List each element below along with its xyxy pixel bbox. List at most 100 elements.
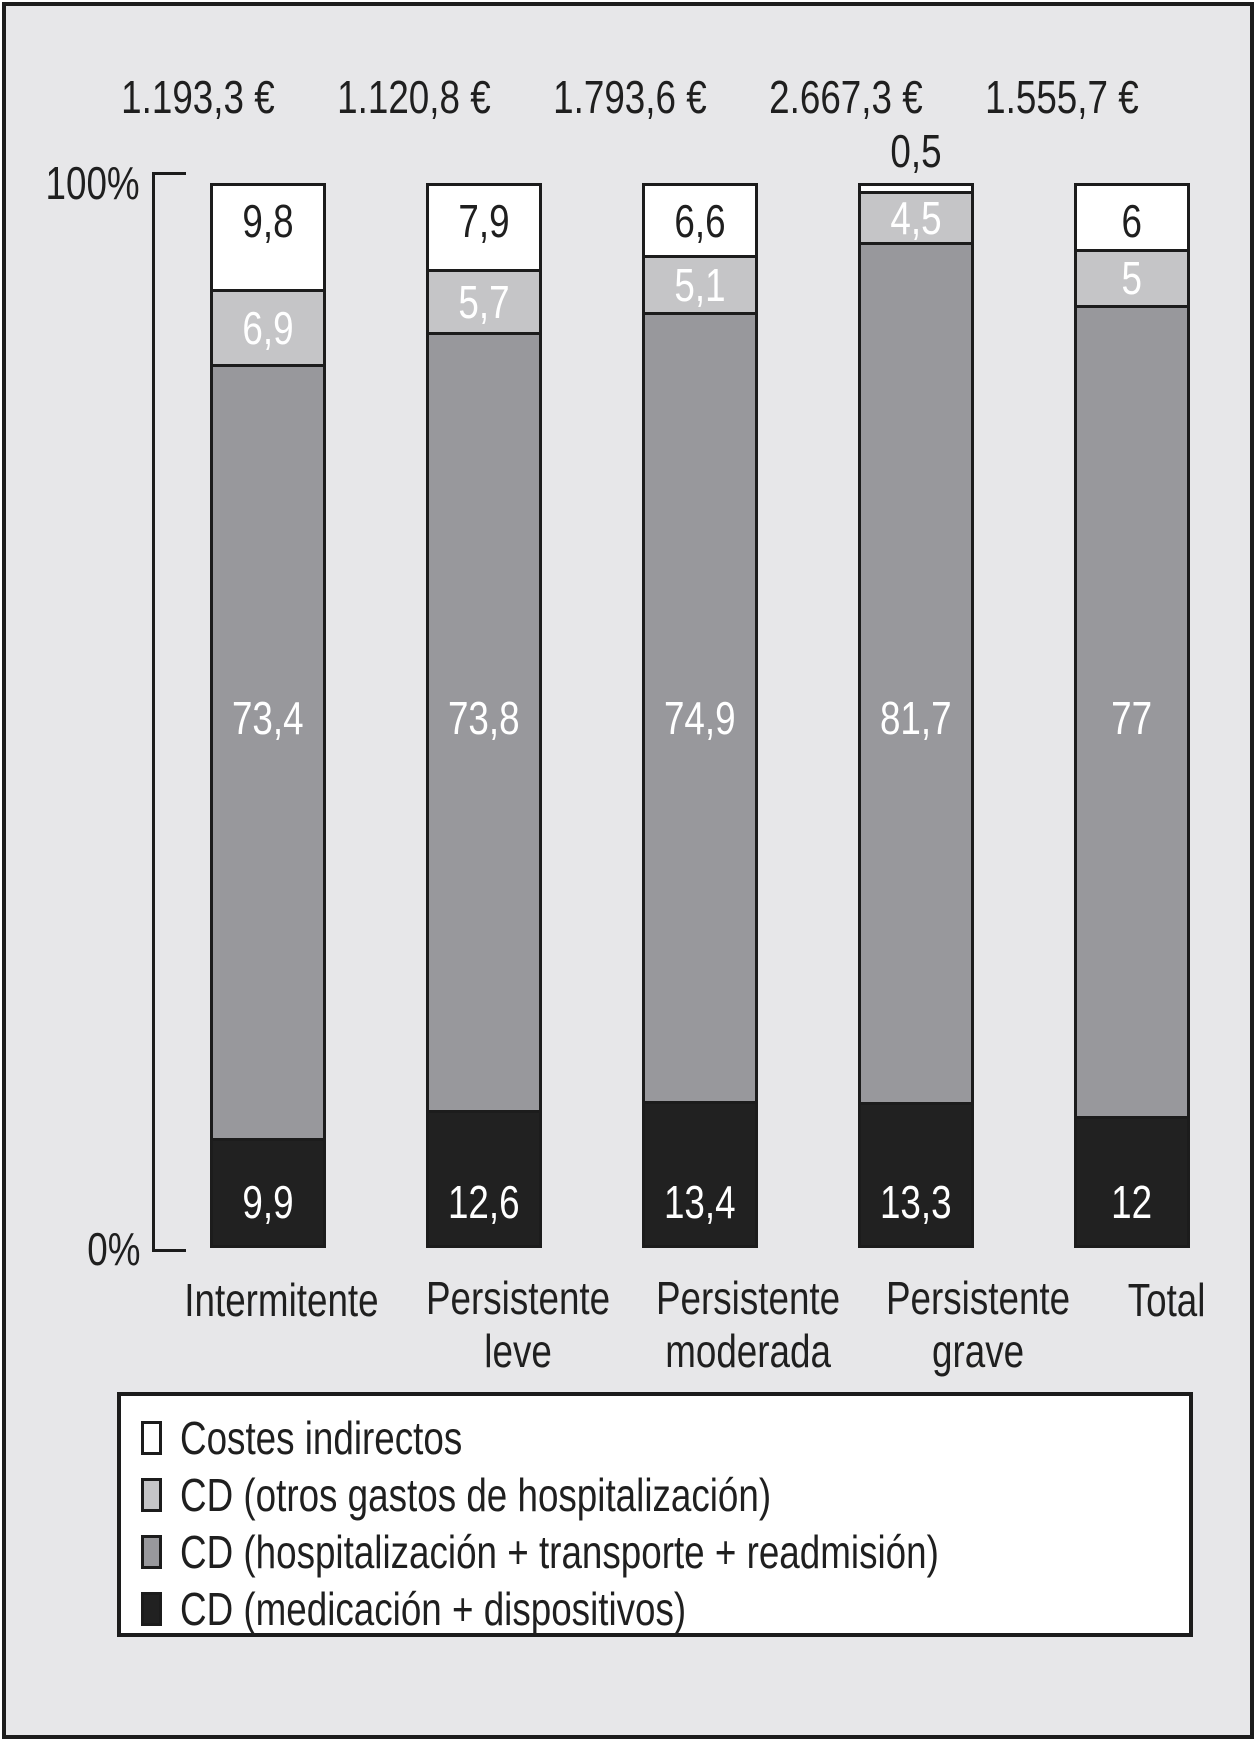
y-axis-tick-100 [152, 172, 186, 175]
segment-value-label: 5,7 [458, 275, 510, 328]
legend-item: CD (medicación + dispositivos) [141, 1580, 1189, 1637]
bar-segment [861, 1102, 971, 1245]
legend-label-text: Costes indirectos [180, 1411, 463, 1464]
total-value-label: 2.667,3 € [769, 70, 1024, 126]
category-label: Persistente leve [403, 1272, 633, 1379]
legend-label-text: CD (otros gastos de hospitalización) [180, 1468, 772, 1521]
category-label: Total [1093, 1272, 1240, 1379]
bar-segment: 9,8 [213, 186, 323, 289]
legend-swatch [141, 1477, 162, 1512]
segment-value-label: 81,7 [861, 691, 971, 745]
segment-value-label: 73,8 [429, 691, 539, 745]
bar-column: 7,9 5,7 73,8 12,6 [376, 183, 592, 1248]
y-axis-label-100: 100% [45, 157, 140, 209]
bar: 6,6 5,1 74,9 13,4 [642, 183, 758, 1248]
segment-value-label: 12 [1077, 1175, 1187, 1229]
bar-segment [861, 186, 971, 192]
category-label: Persistente grave [863, 1272, 1093, 1379]
legend-label: CD (hospitalización + transporte + readm… [180, 1525, 1129, 1579]
category-label: Intermitente [160, 1272, 403, 1379]
y-axis-label-0: 0% [86, 1223, 140, 1275]
totals-row: 1.193,3 € 1.120,8 € 1.793,6 € 2.667,3 € 1.55… [121, 70, 1240, 126]
bar-segment: 5,7 [429, 268, 539, 332]
bar: 9,8 6,9 73,4 9,9 [210, 183, 326, 1248]
segment-value-text: 13,4 [664, 1176, 736, 1228]
legend-label-text: CD (medicación + dispositivos) [180, 1582, 687, 1635]
segment-value-label: 9,9 [213, 1175, 323, 1229]
bar-column: 6 5 77 12 [1024, 183, 1240, 1248]
bar-segment: 5 [1077, 249, 1187, 305]
y-axis-line [152, 172, 155, 1252]
legend-item: CD (otros gastos de hospitalización) [141, 1466, 1189, 1523]
segment-value-label: 9,8 [242, 195, 294, 247]
category-text: Persistente leve [425, 1272, 611, 1377]
bar-segment: 7,9 [429, 186, 539, 269]
bar-segment [429, 1109, 539, 1245]
bar-segment [645, 1101, 755, 1245]
total-value-label: 1.193,3 € [121, 70, 376, 126]
segment-value-label: 4,5 [890, 191, 942, 244]
bar-segment: 6 [1077, 186, 1187, 249]
segment-value-label: 77 [1077, 691, 1187, 745]
segment-value-text: 13,3 [880, 1176, 952, 1228]
bar-segment [1077, 1116, 1187, 1245]
bar-column: 0,5 4,5 81,7 13,3 [808, 125, 1024, 1248]
segment-value-label: 6,6 [674, 195, 726, 247]
category-label: Persistente moderada [633, 1272, 863, 1379]
bar-segment [645, 311, 755, 1102]
segment-value-label: 6 [1121, 195, 1143, 247]
segment-value-text: 73,4 [232, 692, 304, 744]
legend-swatch [141, 1420, 162, 1455]
segment-value-label: 73,4 [213, 691, 323, 745]
legend-item: Costes indirectos [141, 1409, 1189, 1466]
segment-value-label: 5,1 [674, 259, 726, 312]
segment-value-label: 7,9 [458, 195, 510, 247]
legend-label: CD (otros gastos de hospitalización) [180, 1468, 919, 1522]
y-axis-tick-0 [152, 1249, 186, 1252]
legend-swatch [141, 1591, 162, 1626]
segment-value-label-outside: 0,5 [861, 124, 971, 178]
total-value-text: 1.193,3 € [121, 71, 275, 123]
segment-value-text: 12,6 [448, 1176, 520, 1228]
bar-segment [213, 364, 323, 1139]
bar: 7,9 5,7 73,8 12,6 [426, 183, 542, 1248]
legend-item: CD (hospitalización + transporte + readm… [141, 1523, 1189, 1580]
legend-label-text: CD (hospitalización + transporte + readm… [180, 1525, 939, 1578]
total-value-text: 2.667,3 € [769, 71, 923, 123]
bar-segment [1077, 304, 1187, 1116]
segment-value-text: 12 [1111, 1176, 1153, 1228]
total-value-text: 1.793,6 € [553, 71, 707, 123]
bar-segment: 6,9 [213, 288, 323, 365]
segment-value-text: 0,5 [890, 125, 942, 177]
total-value-label: 1.793,6 € [553, 70, 808, 126]
total-value-label: 1.555,7 € [985, 70, 1240, 126]
category-text: Intermitente [184, 1274, 379, 1326]
segment-value-text: 81,7 [880, 692, 952, 744]
total-value-text: 1.555,7 € [985, 71, 1139, 123]
segment-value-label: 5 [1121, 252, 1143, 305]
bar-segment [213, 1138, 323, 1246]
category-row: Intermitente Persistente leve Persistente mo… [160, 1272, 1240, 1379]
bar-column: 6,6 5,1 74,9 13,4 [592, 183, 808, 1248]
bar-segment [861, 241, 971, 1103]
bar: 6 5 77 12 [1074, 183, 1190, 1248]
category-text: Persistente grave [886, 1272, 1071, 1377]
segment-value-text: 73,8 [448, 692, 520, 744]
total-value-label: 1.120,8 € [337, 70, 592, 126]
bar-segment: 4,5 [861, 191, 971, 244]
legend-swatch [141, 1534, 162, 1569]
total-value-text: 1.120,8 € [337, 71, 491, 123]
bar-segment [429, 331, 539, 1110]
bar-chart: 9,8 6,9 73,4 9,9 7,9 5,7 73,8 12,6 6,6 5,1 74,9 13,… [160, 125, 1240, 1248]
category-text: Total [1127, 1274, 1206, 1326]
segment-value-label: 6,9 [242, 302, 294, 355]
bar-segment: 6,6 [645, 186, 755, 256]
legend: Costes indirectos CD (otros gastos de hos… [117, 1392, 1193, 1637]
segment-value-label: 74,9 [645, 691, 755, 745]
segment-value-text: 9,9 [242, 1176, 294, 1228]
bar: 0,5 4,5 81,7 13,3 [858, 125, 974, 1248]
segment-value-label: 13,3 [861, 1175, 971, 1229]
bar-segment: 5,1 [645, 255, 755, 312]
segment-value-label: 12,6 [429, 1175, 539, 1229]
